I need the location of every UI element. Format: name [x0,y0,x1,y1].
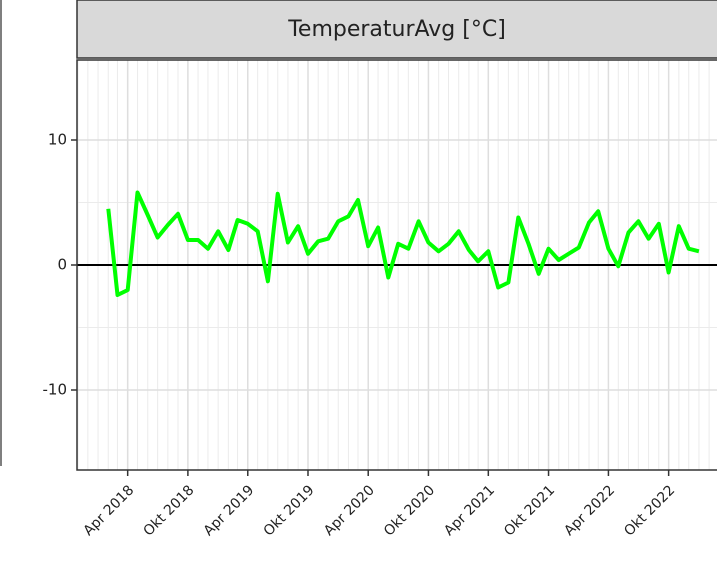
x-tick-label: Apr 2022 [561,482,618,539]
y-tick-label: -10 [43,381,68,399]
data-line [106,190,700,297]
chart-title: TemperaturAvg [°C] [287,17,506,42]
x-tick-label: Okt 2020 [381,482,438,539]
y-tick-label: 0 [57,256,67,274]
x-tick-label: Okt 2021 [501,482,558,539]
marks [77,190,717,297]
facet-strip [76,0,717,59]
y-tick-label: 10 [48,131,67,149]
x-tick-label: Apr 2020 [321,482,378,539]
x-tick-label: Okt 2022 [621,482,678,539]
x-tick-label: Apr 2018 [81,482,138,539]
x-tick-label: Apr 2019 [201,482,258,539]
x-tick-label: Okt 2018 [140,482,197,539]
x-tick-label: Apr 2021 [441,482,498,539]
x-tick-label: Okt 2019 [261,482,318,539]
